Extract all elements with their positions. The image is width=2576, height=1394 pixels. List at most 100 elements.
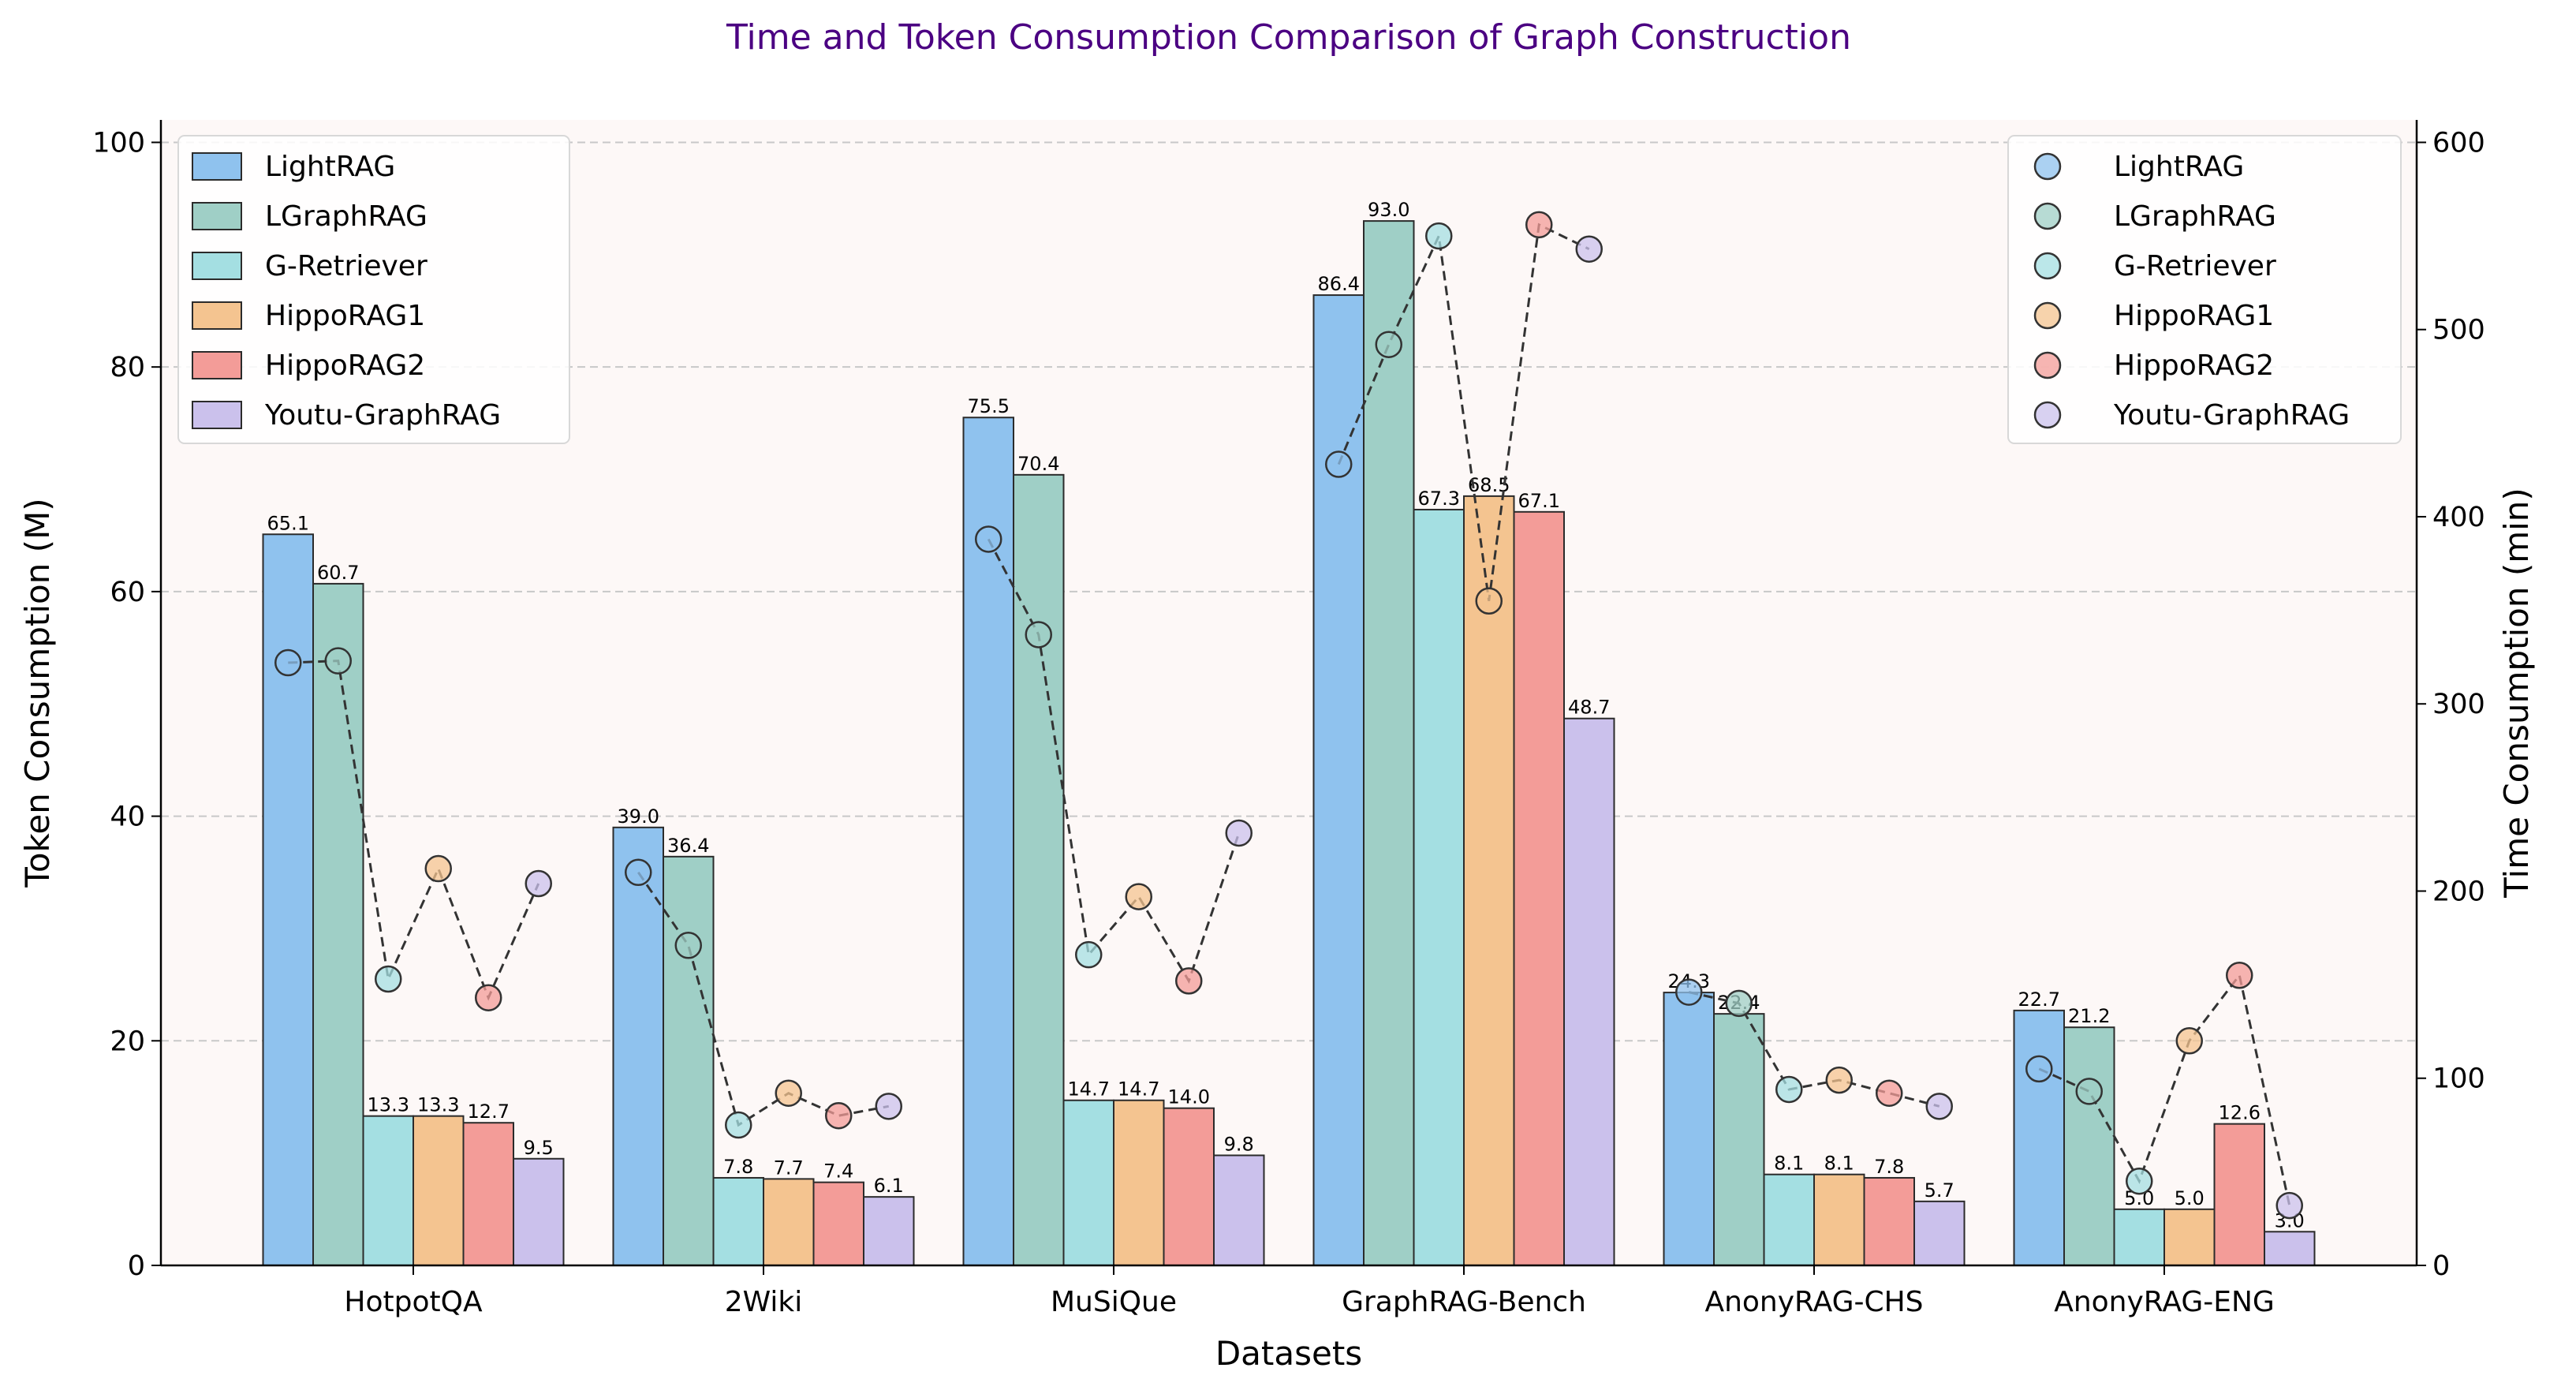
x-tick-label: HotpotQA: [344, 1286, 483, 1318]
bar: [1062, 1099, 1114, 1267]
bar-value-label: 22.7: [2018, 989, 2060, 1011]
y-tick-label: 100: [92, 127, 145, 159]
bar: [1413, 508, 1465, 1266]
bar-value-label: 70.4: [1017, 453, 1059, 475]
bar-value-label: 7.7: [774, 1157, 804, 1179]
time-point: [1575, 235, 1603, 263]
bar-value-label: 7.4: [823, 1160, 853, 1183]
bar: [1813, 1173, 1865, 1266]
legend-point-label: G-Retriever: [2114, 250, 2276, 282]
bar-value-label: 75.5: [968, 395, 1010, 417]
legend-bar-label: HippoRAG2: [265, 349, 425, 382]
bar-value-label: 14.7: [1068, 1078, 1110, 1101]
time-point: [1925, 1093, 1953, 1120]
bar: [712, 1176, 764, 1267]
legend-point-marker: [2033, 401, 2062, 429]
legend-bar-swatch: [192, 202, 242, 230]
time-point: [1825, 1066, 1853, 1094]
time-point: [825, 1101, 853, 1130]
legend-bar-label: LGraphRAG: [265, 200, 427, 233]
legend-bar-swatch: [192, 152, 242, 181]
legend-points-box: [2007, 135, 2402, 444]
y-tick-label: 60: [110, 577, 145, 608]
bar: [462, 1122, 514, 1267]
bar-labels: 65.1 60.7 13.3 13.3 12.7 9.5 39.0 36.4 7.8 7.7 7.4…: [267, 199, 2305, 1231]
time-point: [375, 965, 402, 993]
bar-value-label: 8.1: [1824, 1153, 1854, 1175]
bar-value-label: 13.3: [417, 1094, 459, 1116]
x-tick-label: MuSiQue: [1051, 1286, 1177, 1318]
time-point: [1675, 978, 1703, 1006]
bar-value-label: 8.1: [1774, 1153, 1804, 1175]
bar-value-label: 7.8: [723, 1156, 753, 1178]
y2-tick-label: 0: [2432, 1250, 2450, 1282]
y2-axis-label: Time Consumption (min): [2497, 488, 2536, 899]
y-tick-label: 40: [110, 802, 145, 833]
time-point: [1375, 331, 1402, 358]
bar: [262, 533, 314, 1266]
bar: [1763, 1173, 1815, 1266]
y-tick-label: 0: [128, 1250, 145, 1282]
time-point: [2126, 1167, 2153, 1195]
legend-bar-label: Youtu-GraphRAG: [264, 399, 501, 432]
time-point: [2275, 1191, 2303, 1220]
bar-value-label: 67.1: [1518, 490, 1560, 512]
bar: [362, 1115, 414, 1266]
time-point: [475, 984, 502, 1011]
legend-bar-swatch: [192, 252, 242, 280]
bar-value-label: 48.7: [1568, 697, 1610, 719]
time-point: [1175, 967, 1203, 995]
legend-point-label: LightRAG: [2114, 151, 2244, 183]
bar: [2213, 1123, 2265, 1266]
time-point: [2175, 1027, 2203, 1055]
axes: 0 20 40 60 80 100 0 100 200 300 400 500 600 HotpotQA 2…: [92, 120, 2485, 1318]
time-point: [975, 525, 1002, 553]
bar: [812, 1181, 864, 1266]
bar-value-label: 93.0: [1368, 199, 1409, 221]
legend-point-marker: [2033, 152, 2062, 181]
legend-bar-label: HippoRAG1: [265, 300, 425, 332]
time-point: [1425, 222, 1453, 250]
bar: [1113, 1099, 1165, 1267]
x-axis-label: Datasets: [1215, 1334, 1362, 1373]
time-point: [674, 932, 702, 959]
bar: [1863, 1176, 1915, 1267]
legends: LightRAG LGraphRAG G-Retriever HippoRAG1 Hip…: [177, 135, 2402, 444]
bar: [312, 582, 364, 1266]
y-tick-label: 80: [110, 352, 145, 383]
bar: [1363, 220, 1415, 1266]
bar-value-label: 14.0: [1168, 1086, 1210, 1108]
y2-tick-label: 600: [2432, 127, 2485, 159]
x-tick-label: AnonyRAG-CHS: [1704, 1286, 1923, 1318]
bar: [1713, 1013, 1765, 1266]
bar: [1013, 473, 1065, 1266]
bar: [1513, 510, 1565, 1266]
time-point: [1225, 819, 1253, 847]
y-tick-label: 20: [110, 1026, 145, 1057]
bar-value-label: 9.5: [524, 1137, 554, 1159]
time-point: [1876, 1079, 1903, 1107]
bar-value-label: 9.8: [1224, 1133, 1254, 1155]
time-point: [324, 647, 352, 675]
time-line: [987, 538, 1241, 984]
bar-value-label: 13.3: [368, 1094, 409, 1116]
bar: [663, 855, 715, 1267]
time-point: [625, 858, 652, 887]
time-point: [2075, 1078, 2103, 1105]
legend-bar-swatch: [192, 351, 242, 379]
y2-tick-label: 300: [2432, 689, 2485, 720]
legend-point-label: HippoRAG2: [2114, 349, 2274, 382]
bar-value-label: 21.2: [2068, 1005, 2110, 1027]
bar-value-label: 6.1: [874, 1175, 904, 1197]
bar: [763, 1178, 815, 1266]
time-point: [2025, 1055, 2053, 1083]
bar: [513, 1157, 565, 1266]
time-point: [875, 1093, 902, 1120]
bar: [1913, 1200, 1966, 1266]
bar-value-label: 67.3: [1418, 488, 1460, 510]
time-point: [1125, 883, 1152, 910]
x-tick-label: AnonyRAG-ENG: [2054, 1286, 2275, 1318]
bar: [1563, 717, 1615, 1266]
bar-value-label: 60.7: [317, 562, 359, 584]
time-line: [288, 660, 540, 1001]
